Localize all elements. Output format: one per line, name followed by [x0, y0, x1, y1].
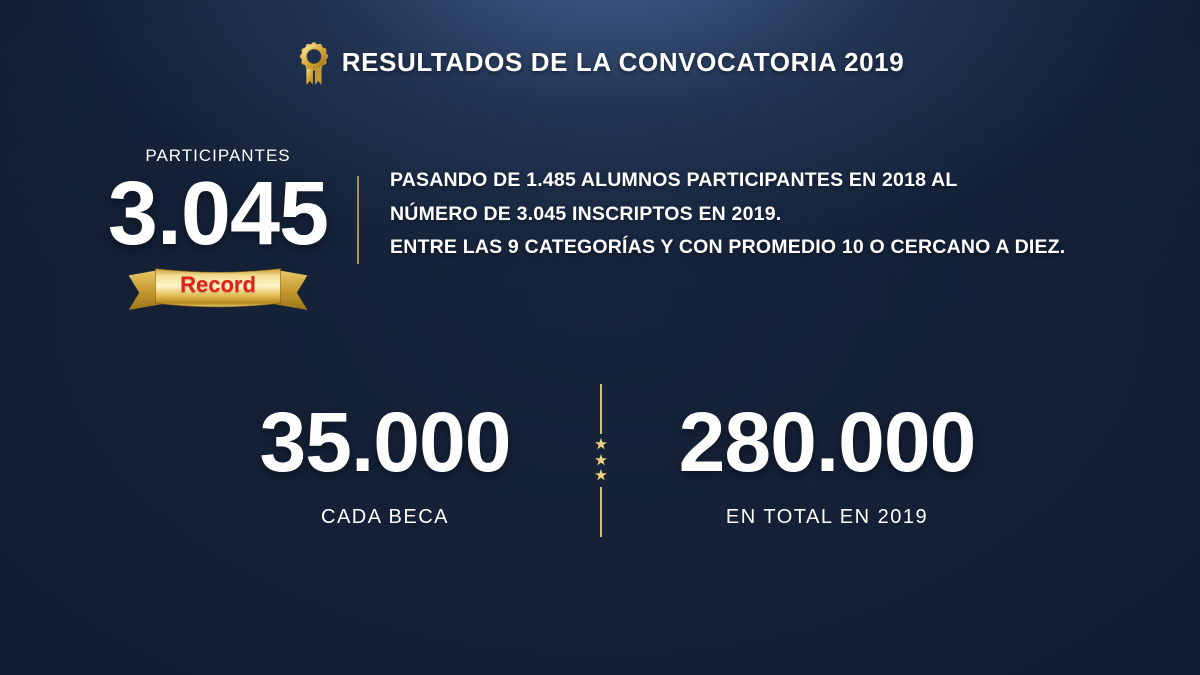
participants-value: 3.045 — [107, 164, 329, 264]
description-text: PASANDO DE 1.485 ALUMNOS PARTICIPANTES E… — [390, 164, 1065, 265]
description-line: ENTRE LAS 9 CATEGORÍAS Y CON PROMEDIO 10… — [390, 236, 1066, 258]
per-grant-stat: 35.000 CADA BECA — [218, 400, 552, 529]
per-grant-value: 35.000 — [259, 395, 512, 489]
ribbon-banner-icon — [128, 268, 308, 311]
star-icon: ★ — [594, 436, 608, 453]
participants-label: PARTICIPANTES — [145, 146, 291, 165]
record-ribbon-badge: Record — [123, 261, 313, 311]
divider-line-top — [600, 384, 602, 434]
star-icons: ★ ★ ★ — [594, 434, 607, 487]
total-label: EN TOTAL EN 2019 — [725, 506, 929, 528]
total-stat: 280.000 EN TOTAL EN 2019 — [648, 400, 1006, 529]
record-badge-label: Record — [180, 272, 256, 297]
star-icon: ★ — [594, 467, 608, 484]
medal-rosette-icon — [299, 42, 328, 85]
participants-stat: PARTICIPANTES 3.045 — [101, 146, 335, 311]
gold-separator-line — [357, 176, 359, 264]
page-title: RESULTADOS DE LA CONVOCATORIA 2019 — [341, 46, 905, 77]
total-value: 280.000 — [678, 395, 977, 489]
header: RESULTADOS DE LA CONVOCATORIA 2019 — [0, 36, 1200, 88]
star-icon: ★ — [594, 451, 608, 469]
description-line: PASANDO DE 1.485 ALUMNOS PARTICIPANTES E… — [390, 169, 958, 191]
divider-line-bottom — [600, 486, 602, 537]
description-line: NÚMERO DE 3.045 INSCRIPTOS EN 2019. — [390, 202, 782, 225]
per-grant-label: CADA BECA — [321, 506, 449, 528]
star-divider: ★ ★ ★ — [592, 384, 610, 542]
